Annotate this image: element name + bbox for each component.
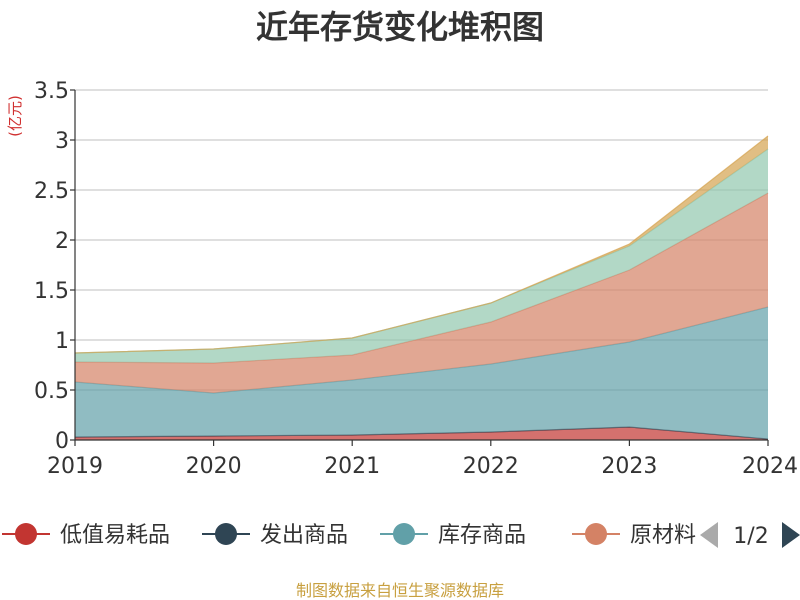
x-tick-label: 2019 — [47, 454, 103, 479]
legend-item[interactable]: 原材料 — [572, 523, 696, 548]
y-tick-label: 3.5 — [34, 79, 69, 104]
axes — [70, 89, 769, 446]
legend-label: 原材料 — [630, 523, 696, 548]
legend-page-indicator: 1/2 — [733, 524, 768, 549]
area-series — [74, 135, 769, 440]
legend-circle-icon — [215, 523, 237, 545]
legend-label: 发出商品 — [260, 523, 348, 548]
x-tick-label: 2020 — [186, 454, 242, 479]
y-tick-label: 0 — [55, 429, 69, 454]
chart-title: 近年存货变化堆积图 — [256, 8, 544, 46]
y-axis-labels: 0 0.5 1 1.5 2 2.5 3 3.5 — [34, 79, 69, 454]
y-axis-unit: (亿元) — [6, 95, 24, 137]
legend-item[interactable]: 发出商品 — [202, 523, 348, 548]
x-tick-label: 2024 — [742, 454, 798, 479]
footer-source: 制图数据来自恒生聚源数据库 — [296, 581, 504, 600]
legend-item[interactable]: 库存商品 — [380, 523, 526, 548]
legend-item[interactable]: 低值易耗品 — [2, 523, 170, 548]
area-series-3 — [75, 193, 768, 393]
y-tick-label: 1.5 — [34, 279, 69, 304]
area-series-2 — [75, 307, 768, 439]
y-tick-label: 1 — [55, 329, 69, 354]
y-tick-label: 2.5 — [34, 179, 69, 204]
legend-label: 低值易耗品 — [60, 523, 170, 548]
legend: 低值易耗品 发出商品 库存商品 原材料 — [2, 523, 696, 548]
legend-pager: 1/2 — [700, 522, 800, 549]
legend-circle-icon — [15, 523, 37, 545]
x-tick-label: 2023 — [601, 454, 657, 479]
legend-label: 库存商品 — [438, 523, 526, 548]
legend-prev-page-icon[interactable] — [700, 522, 718, 548]
grid — [75, 89, 768, 391]
series-line-5 — [74, 135, 769, 354]
area-series-4 — [75, 149, 768, 363]
legend-next-page-icon[interactable] — [782, 522, 800, 548]
y-tick-label: 2 — [55, 229, 69, 254]
x-axis-labels: 2019 2020 2021 2022 2023 2024 — [47, 454, 798, 479]
y-tick-label: 3 — [55, 129, 69, 154]
legend-circle-icon — [393, 523, 415, 545]
legend-circle-icon — [585, 523, 607, 545]
y-tick-label: 0.5 — [34, 379, 69, 404]
x-tick-label: 2022 — [463, 454, 519, 479]
x-tick-label: 2021 — [324, 454, 380, 479]
